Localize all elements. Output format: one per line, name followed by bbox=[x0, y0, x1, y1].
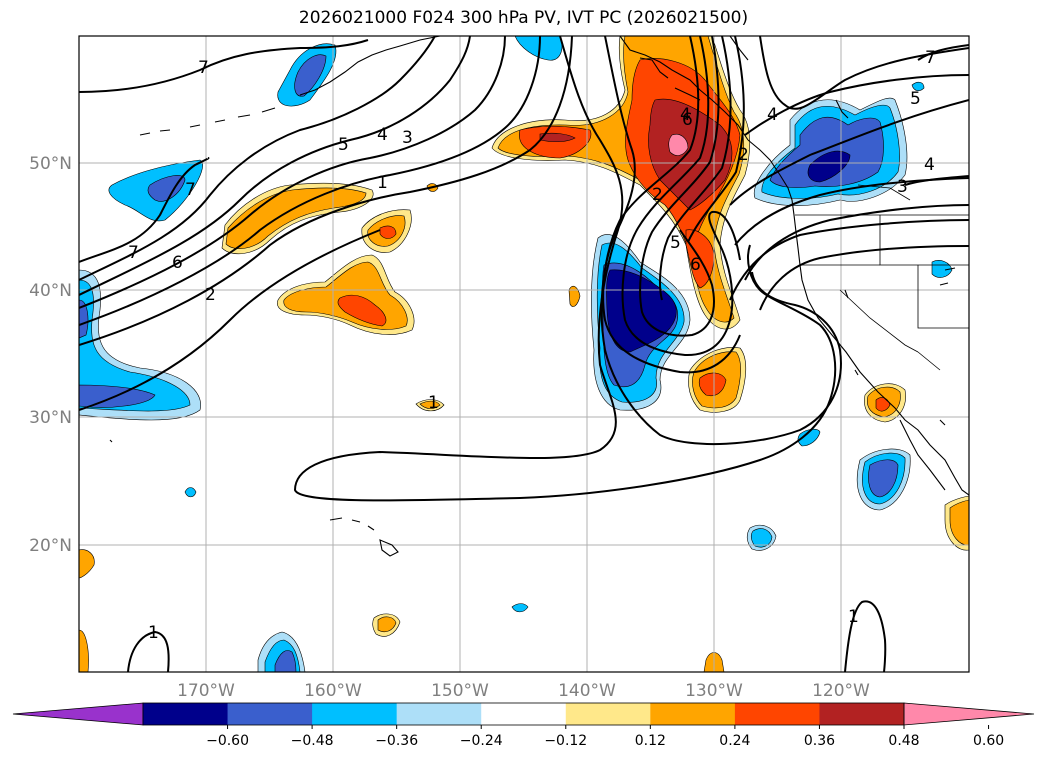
colorbar-tick-label: −0.48 bbox=[291, 733, 334, 749]
contour-label: 1 bbox=[148, 623, 159, 643]
colorbar-tick-label: −0.36 bbox=[375, 733, 418, 749]
contour-label: 4 bbox=[924, 155, 935, 175]
contour-label: 6 bbox=[682, 110, 693, 130]
contour-label: 4 bbox=[377, 125, 388, 145]
colorbar-extend-low bbox=[12, 702, 144, 726]
coastlines bbox=[109, 36, 969, 557]
lon-label: 120°W bbox=[812, 681, 870, 701]
colorbar-swatch bbox=[565, 703, 651, 725]
contour-label: 3 bbox=[402, 128, 413, 148]
contour-label: 1 bbox=[428, 393, 439, 413]
colorbar-tick-label: 0.12 bbox=[635, 733, 666, 749]
contour-label: 1 bbox=[377, 173, 388, 193]
map-title: 2026021000 F024 300 hPa PV, IVT PC (2026… bbox=[298, 8, 749, 28]
colorbar-swatch bbox=[143, 703, 229, 725]
colorbar-swatch bbox=[734, 703, 820, 725]
lon-label: 130°W bbox=[685, 681, 743, 701]
contour-label: 7 bbox=[185, 180, 196, 200]
contour-label: 7 bbox=[128, 243, 139, 263]
contour-label: 7 bbox=[198, 58, 209, 78]
colorbar-tick-label: 0.60 bbox=[973, 733, 1004, 749]
contour-label: 5 bbox=[338, 135, 349, 155]
lon-label: 140°W bbox=[558, 681, 616, 701]
pv-contours bbox=[79, 36, 969, 672]
colorbar-swatch bbox=[650, 703, 736, 725]
contour-label: 5 bbox=[670, 233, 681, 253]
colorbar: −0.60 −0.48 −0.36 −0.24 −0.12 0.12 0.24 0.36 0.4… bbox=[12, 702, 1035, 749]
colorbar-swatch bbox=[227, 703, 313, 725]
latitude-labels: 50°N 40°N 30°N 20°N bbox=[29, 154, 72, 556]
lat-label: 40°N bbox=[29, 281, 72, 301]
longitude-labels: 170°W 160°W 150°W 140°W 130°W 120°W bbox=[177, 681, 870, 701]
contour-label: 6 bbox=[690, 255, 701, 275]
contour-label: 1 bbox=[848, 607, 859, 627]
lon-label: 150°W bbox=[431, 681, 489, 701]
lon-label: 170°W bbox=[177, 681, 235, 701]
contour-label: 2 bbox=[738, 145, 749, 165]
contour-label: 6 bbox=[172, 253, 183, 273]
colorbar-swatch bbox=[481, 703, 567, 725]
contour-label: 2 bbox=[652, 185, 663, 205]
contour-label: 5 bbox=[910, 89, 921, 109]
colorbar-swatch bbox=[396, 703, 482, 725]
lat-label: 50°N bbox=[29, 154, 72, 174]
colorbar-swatch bbox=[312, 703, 398, 725]
contour-label: 2 bbox=[205, 285, 216, 305]
contour-label: 7 bbox=[925, 48, 936, 68]
lon-label: 160°W bbox=[304, 681, 362, 701]
lat-label: 30°N bbox=[29, 408, 72, 428]
colorbar-tick-label: 0.36 bbox=[804, 733, 835, 749]
plot-frame bbox=[78, 35, 970, 673]
colorbar-frame bbox=[142, 702, 905, 726]
contour-label: 4 bbox=[680, 105, 691, 125]
lat-label: 20°N bbox=[29, 536, 72, 556]
colorbar-tick-label: 0.48 bbox=[888, 733, 919, 749]
colorbar-tick-label: 0.24 bbox=[719, 733, 750, 749]
contour-label: 4 bbox=[767, 105, 778, 125]
colorbar-extend-high bbox=[903, 702, 1035, 726]
map-plot-area: 7 7 7 6 5 4 3 2 1 1 1 7 6 5 4 4 3 2 2 6 … bbox=[79, 36, 969, 672]
colorbar-tick-label: −0.12 bbox=[544, 733, 587, 749]
colorbar-swatch bbox=[819, 703, 905, 725]
colorbar-tick-label: −0.24 bbox=[460, 733, 503, 749]
contour-label: 3 bbox=[897, 177, 908, 197]
contour-labels: 7 7 7 6 5 4 3 2 1 1 1 7 6 5 4 4 3 2 2 6 … bbox=[128, 48, 936, 643]
colorbar-tick-label: −0.60 bbox=[206, 733, 249, 749]
